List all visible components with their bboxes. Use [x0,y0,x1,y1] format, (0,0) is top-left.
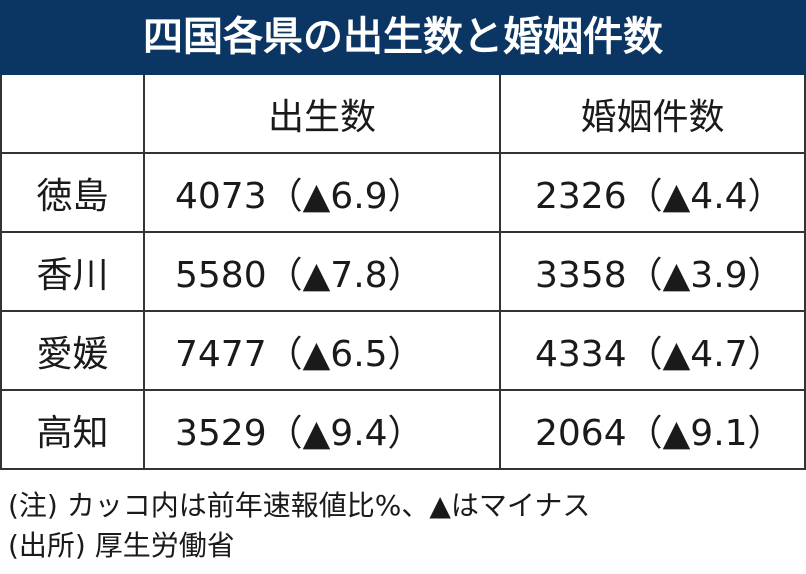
births-cell: 3529（▲9.4） [143,389,501,470]
prefecture-cell: 愛媛 [0,310,145,391]
table-row: 愛媛 7477（▲6.5） 4334（▲4.7） [0,310,806,391]
source-text: (出所) 厚生労働省 [8,529,235,562]
note-text: (注) カッコ内は前年速報値比%、▲はマイナス [8,489,591,522]
births-cell: 5580（▲7.8） [143,231,501,312]
marriages-cell: 4334（▲4.7） [499,310,806,391]
header-row: 出生数 婚姻件数 [0,75,806,154]
header-empty [0,75,145,154]
header-marriages: 婚姻件数 [499,75,806,154]
marriages-cell: 2326（▲4.4） [499,152,806,233]
births-cell: 7477（▲6.5） [143,310,501,391]
footnotes: (注) カッコ内は前年速報値比%、▲はマイナス (出所) 厚生労働省 [8,486,590,566]
table-row: 高知 3529（▲9.4） 2064（▲9.1） [0,389,806,470]
prefecture-cell: 高知 [0,389,145,470]
marriages-cell: 3358（▲3.9） [499,231,806,312]
table-title: 四国各県の出生数と婚姻件数 [0,0,806,75]
prefecture-cell: 香川 [0,231,145,312]
prefecture-cell: 徳島 [0,152,145,233]
data-table: 出生数 婚姻件数 徳島 4073（▲6.9） 2326（▲4.4） 香川 558… [0,75,806,470]
marriages-cell: 2064（▲9.1） [499,389,806,470]
births-cell: 4073（▲6.9） [143,152,501,233]
table-row: 香川 5580（▲7.8） 3358（▲3.9） [0,231,806,312]
table-row: 徳島 4073（▲6.9） 2326（▲4.4） [0,152,806,233]
header-births: 出生数 [143,75,501,154]
